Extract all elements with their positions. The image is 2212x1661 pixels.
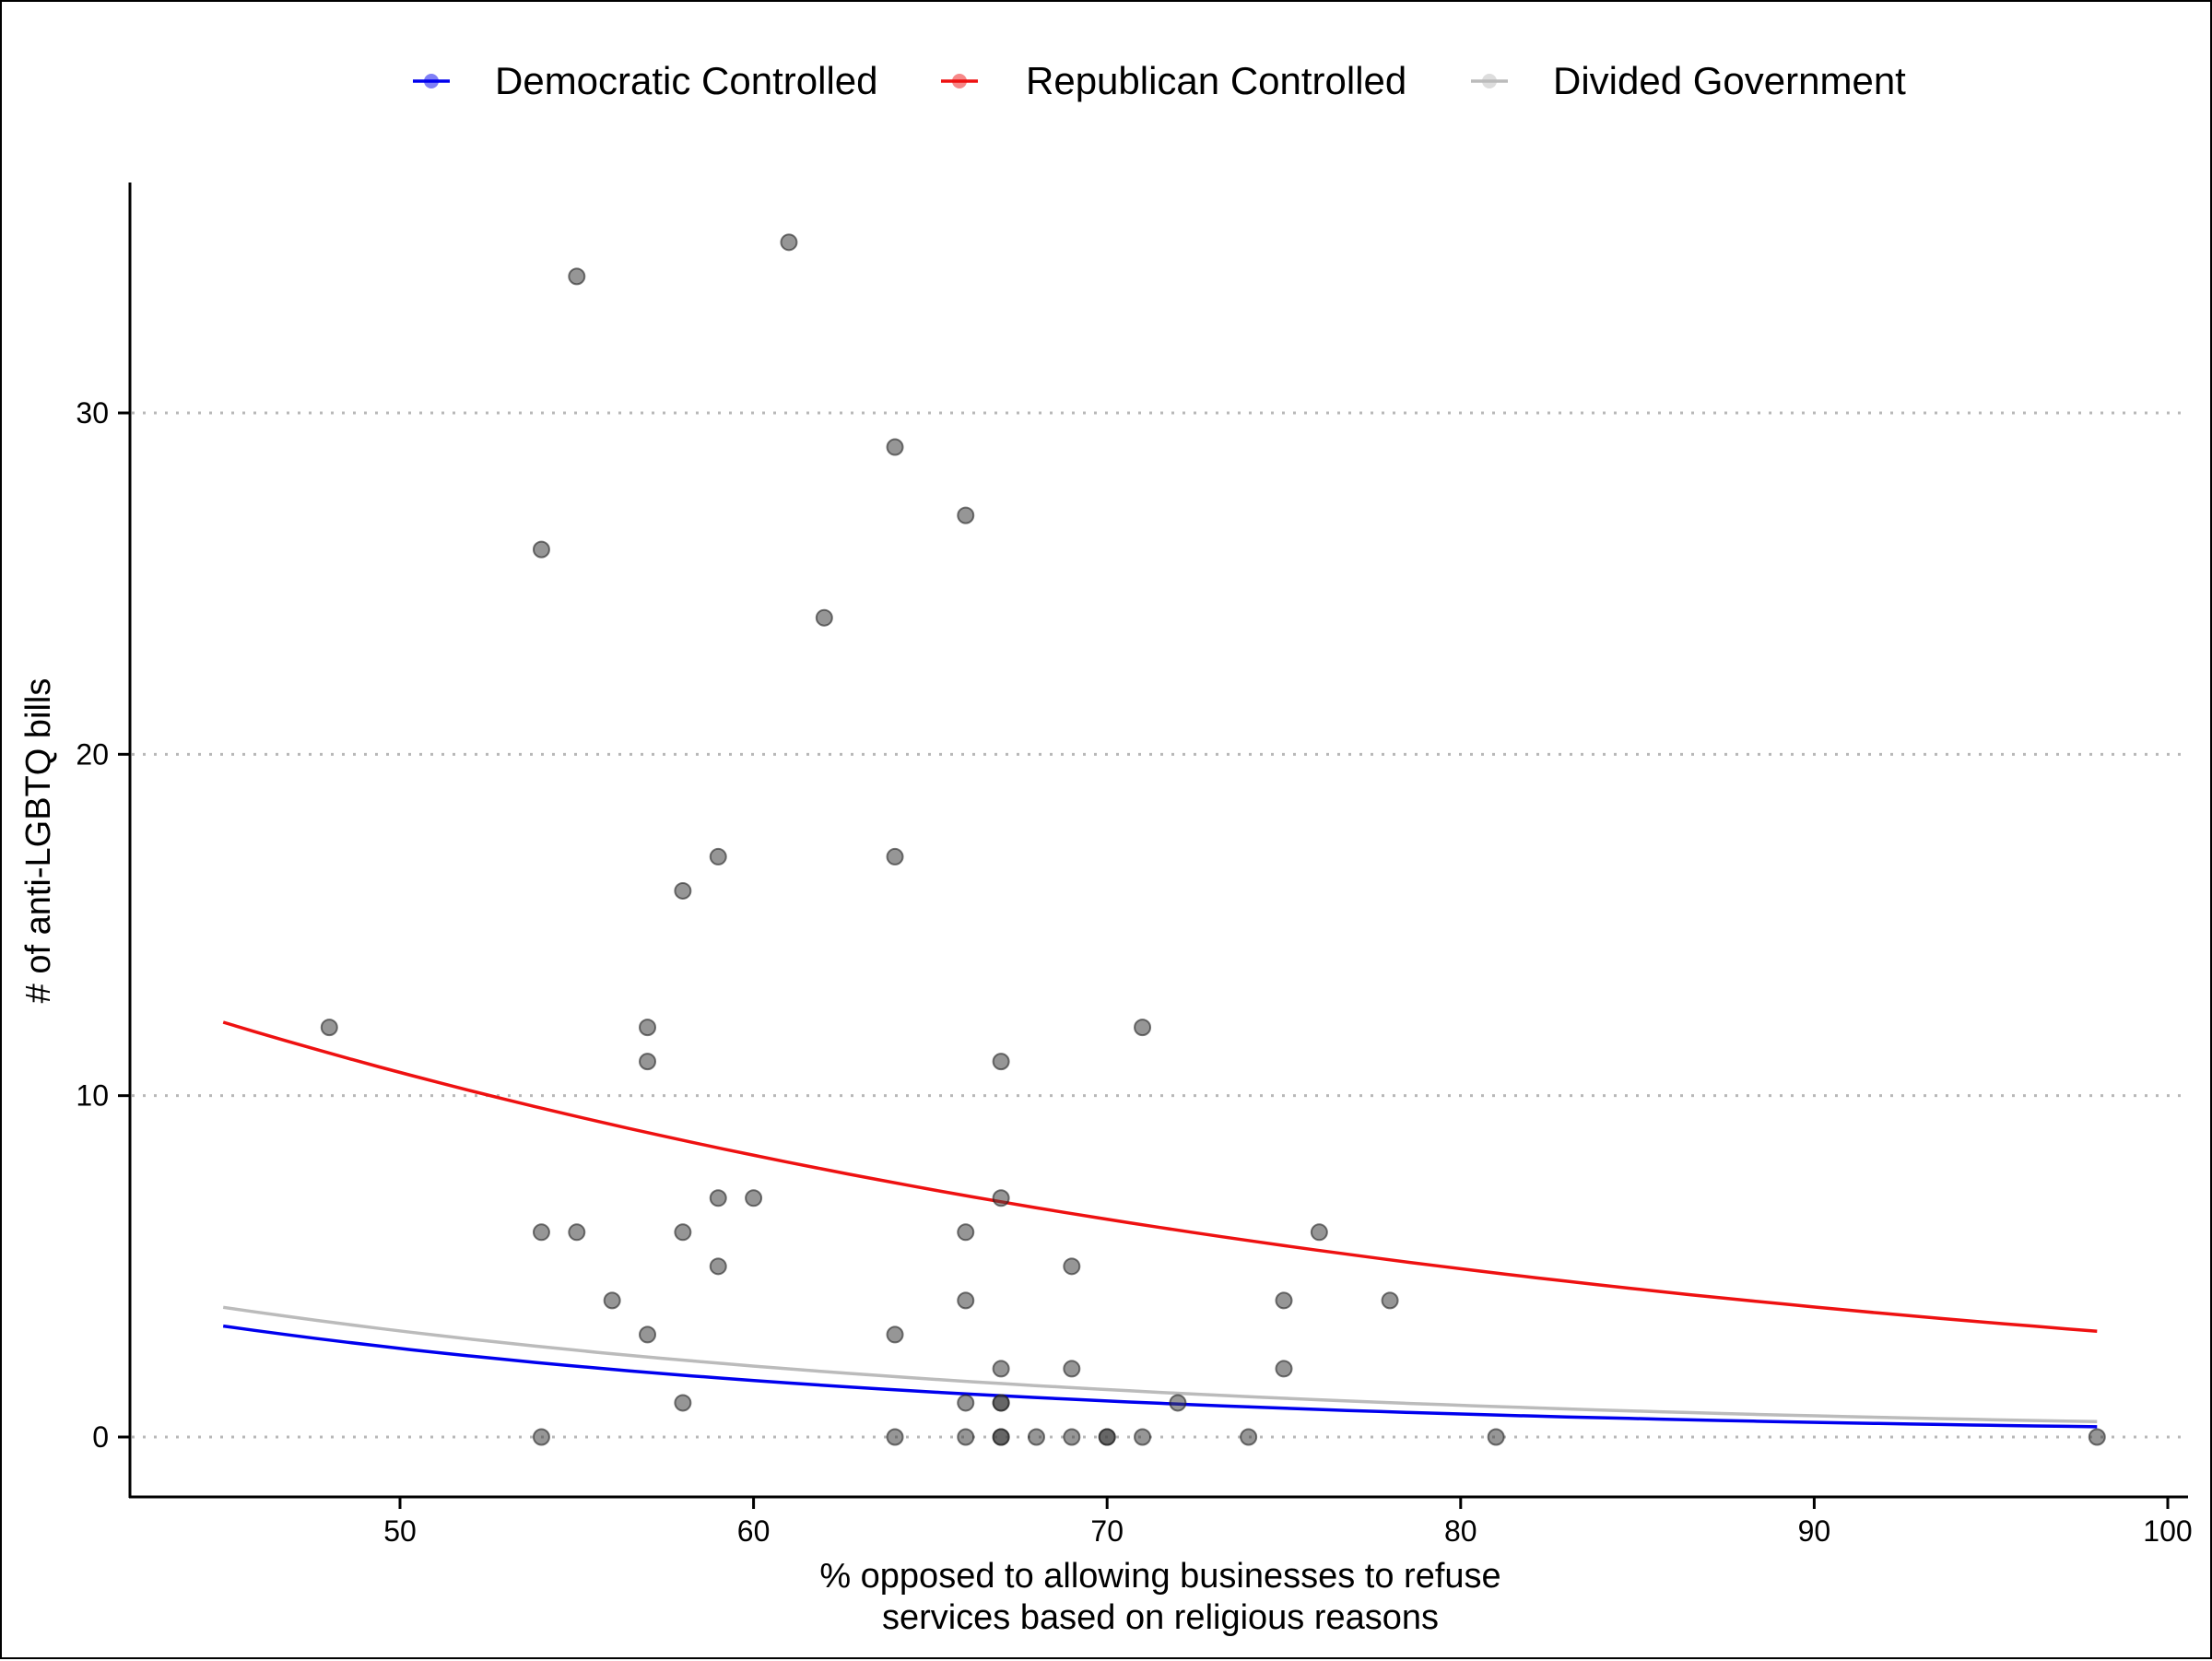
y-tick-label: 0: [92, 1420, 109, 1454]
y-tick-label: 30: [76, 396, 109, 430]
data-point: [639, 1325, 657, 1344]
x-tick-label: 90: [1798, 1514, 1831, 1548]
data-point: [532, 540, 550, 559]
x-axis-title-line-1: % opposed to allowing businesses to refu…: [819, 1557, 1500, 1596]
data-point: [568, 267, 586, 286]
fit-line-democratic-controlled: [222, 1324, 2098, 1429]
data-points: [320, 233, 2106, 1446]
data-point: [603, 1291, 621, 1310]
y-tick-label: 20: [76, 737, 109, 771]
data-point: [957, 1428, 975, 1446]
data-point: [957, 1394, 975, 1412]
data-point: [1134, 1019, 1152, 1037]
data-point: [568, 1223, 586, 1242]
fit-lines: [222, 1020, 2098, 1429]
data-point: [1063, 1360, 1081, 1378]
data-point: [1275, 1291, 1293, 1310]
data-point: [992, 1394, 1010, 1412]
data-point: [674, 1223, 692, 1242]
data-point: [674, 1394, 692, 1412]
data-point: [709, 847, 727, 866]
legend-key-point-divided-government: [1482, 74, 1497, 88]
y-axis-title: # of anti-LGBTQ bills: [19, 678, 58, 1004]
legend-key-point-republican-controlled: [952, 74, 967, 88]
data-point: [957, 1291, 975, 1310]
legend-label-divided-government: Divided Government: [1553, 59, 1906, 102]
legend-key-point-democratic-controlled: [424, 74, 439, 88]
y-axis-ticks: 0 10 20 30: [76, 396, 130, 1454]
y-tick-label: 10: [76, 1079, 109, 1113]
data-point: [1027, 1428, 1045, 1446]
data-point: [992, 1428, 1010, 1446]
data-point: [886, 438, 904, 456]
data-point: [1275, 1360, 1293, 1378]
legend: Democratic Controlled Republican Controll…: [413, 59, 1906, 102]
data-point: [745, 1189, 763, 1207]
data-point: [1310, 1223, 1328, 1242]
data-point: [1063, 1428, 1081, 1446]
data-point: [1134, 1428, 1152, 1446]
data-point: [1381, 1291, 1399, 1310]
data-point: [639, 1053, 657, 1071]
axes: [128, 183, 2188, 1499]
data-point: [886, 1325, 904, 1344]
data-point: [957, 506, 975, 524]
data-point: [1063, 1257, 1081, 1276]
data-point: [709, 1189, 727, 1207]
x-tick-label: 50: [383, 1514, 417, 1548]
legend-label-republican-controlled: Republican Controlled: [1026, 59, 1406, 102]
data-point: [1169, 1394, 1187, 1412]
x-tick-label: 100: [2143, 1514, 2192, 1548]
data-point: [709, 1257, 727, 1276]
data-point: [320, 1019, 338, 1037]
data-point: [992, 1189, 1010, 1207]
x-tick-label: 60: [737, 1514, 771, 1548]
data-point: [674, 881, 692, 900]
x-axis-ticks: 50 60 70 80 90 100: [383, 1498, 2193, 1548]
data-point: [886, 1428, 904, 1446]
data-point: [992, 1053, 1010, 1071]
data-point: [1240, 1428, 1258, 1446]
data-point: [532, 1428, 550, 1446]
x-tick-label: 80: [1444, 1514, 1477, 1548]
data-point: [780, 233, 798, 252]
data-point: [957, 1223, 975, 1242]
x-tick-label: 70: [1090, 1514, 1124, 1548]
fit-line-republican-controlled: [222, 1020, 2098, 1333]
gridlines: [132, 411, 2188, 1439]
data-point: [639, 1019, 657, 1037]
data-point: [815, 608, 833, 627]
data-point: [532, 1223, 550, 1242]
data-point: [1487, 1428, 1505, 1446]
fit-line-divided-government: [222, 1305, 2098, 1424]
data-point: [886, 847, 904, 866]
data-point: [1098, 1428, 1116, 1446]
x-axis-title-line-2: services based on religious reasons: [882, 1598, 1439, 1637]
legend-label-democratic-controlled: Democratic Controlled: [495, 59, 878, 102]
data-point: [2088, 1428, 2106, 1446]
data-point: [992, 1360, 1010, 1378]
